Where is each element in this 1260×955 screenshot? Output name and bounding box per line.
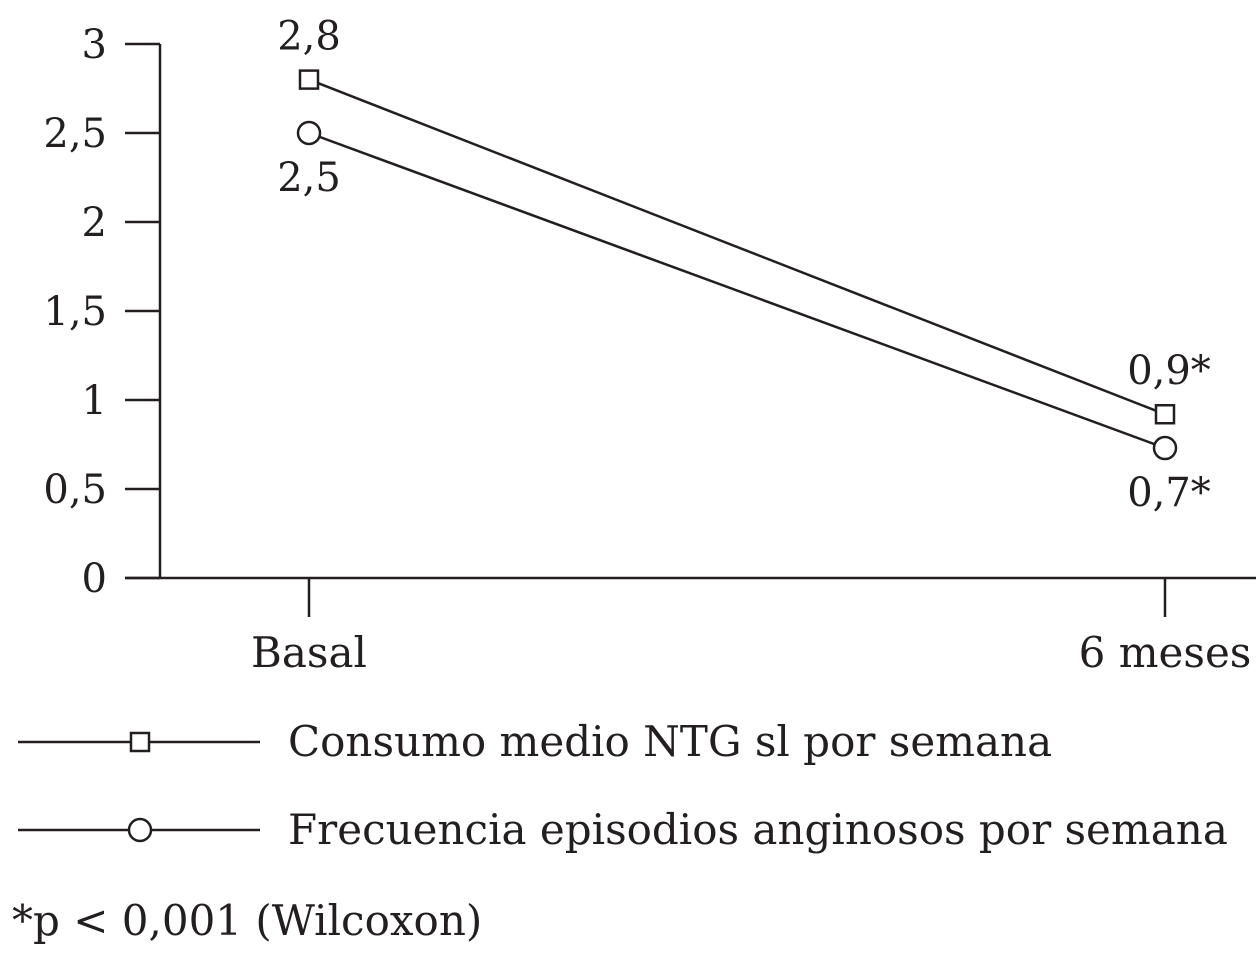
data-label: 2,8 xyxy=(277,14,341,60)
y-tick-label: 1 xyxy=(82,378,107,424)
data-point-square xyxy=(1154,403,1176,425)
axes xyxy=(125,44,1256,580)
y-tick-label: 0 xyxy=(82,556,107,602)
y-axis-ticks: 0 0,5 1 1,5 2 2,5 3 xyxy=(43,22,160,602)
footnote: *p < 0,001 (Wilcoxon) xyxy=(12,896,482,945)
x-category-label: 6 meses xyxy=(1079,628,1252,677)
series-group: 2,8 0,9* 2,5 0,7* xyxy=(277,14,1211,516)
y-tick-label: 1,5 xyxy=(43,289,107,335)
legend-marker-circle xyxy=(127,817,153,843)
data-label: 0,7* xyxy=(1127,470,1211,516)
y-tick-label: 2 xyxy=(82,200,107,246)
legend-marker-square xyxy=(129,731,151,753)
legend-label: Consumo medio NTG sl por semana xyxy=(288,717,1052,766)
data-point-square xyxy=(298,69,320,90)
y-tick-label: 3 xyxy=(82,22,107,68)
x-axis-ticks: Basal 6 meses xyxy=(251,578,1251,677)
y-tick-label: 2,5 xyxy=(43,111,107,157)
data-point-circle xyxy=(296,120,322,146)
data-label: 2,5 xyxy=(277,155,341,201)
series-line-episodios xyxy=(308,131,1166,450)
data-point-circle xyxy=(1152,435,1178,461)
y-tick-label: 0,5 xyxy=(43,467,107,513)
data-label: 0,9* xyxy=(1127,348,1211,394)
x-category-label: Basal xyxy=(251,628,367,677)
series-line-ntg xyxy=(308,78,1166,416)
legend-label: Frecuencia episodios anginosos por seman… xyxy=(288,805,1228,854)
legend: Consumo medio NTG sl por semana Frecuenci… xyxy=(18,717,1228,854)
